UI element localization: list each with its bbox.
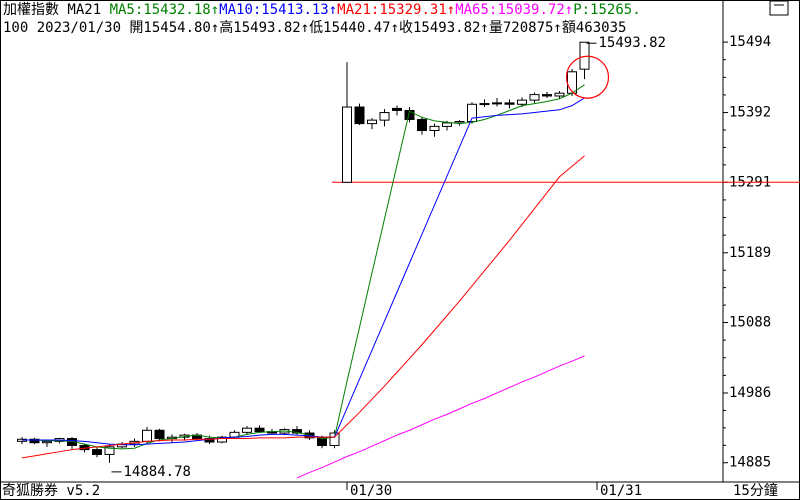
indicator: P:15265. — [573, 2, 640, 18]
candle-body — [542, 94, 552, 97]
ma-line — [21, 155, 585, 459]
candle-body — [492, 102, 502, 105]
y-tick-label: 14986 — [729, 385, 771, 401]
candle-body — [204, 438, 215, 443]
candle-body — [104, 446, 115, 455]
candle-body — [517, 99, 527, 105]
legend-entry: MA21:15329.31↑ — [337, 2, 455, 18]
candle-body — [242, 427, 252, 433]
window-button[interactable] — [769, 0, 789, 16]
ma-line — [296, 355, 585, 479]
candle-body — [329, 432, 340, 446]
candle-body — [254, 427, 265, 433]
candle-body — [467, 103, 477, 123]
annotation: 15493.82 — [599, 35, 666, 51]
brand: 奇狐勝券 v5.2 — [2, 482, 100, 499]
title: 加權指數 MA21 — [3, 2, 110, 18]
candle-body — [354, 106, 365, 125]
annotation: 14884.78 — [124, 464, 191, 480]
y-tick-label: 15088 — [729, 315, 771, 331]
x-tick-label: 01/30 — [350, 483, 392, 499]
candle-body — [42, 440, 52, 444]
y-tick-label: 15392 — [729, 105, 771, 121]
candle-body — [554, 92, 565, 97]
candle-body — [342, 106, 352, 183]
legend-entry: MA10:15413.13↑ — [219, 2, 337, 18]
candle-body — [367, 119, 377, 125]
candle-body — [92, 449, 102, 455]
candle-body — [504, 102, 515, 105]
y-tick-label: 15189 — [729, 245, 771, 261]
candle-body — [154, 429, 165, 440]
plot: 1488514986150881518915291153921549401/30… — [17, 34, 800, 499]
highlight-circle — [565, 55, 610, 99]
candle-body — [429, 125, 440, 132]
header: 加權指數 MA21 MA5:15432.18↑MA10:15413.13↑MA2… — [3, 2, 641, 36]
ma-line — [22, 84, 585, 450]
candle-body — [479, 103, 490, 106]
candle-body — [317, 437, 327, 446]
info-line: 100 2023/01/30 開15454.80↑高15493.82↑低1544… — [3, 19, 626, 36]
candle-body — [404, 109, 415, 120]
candle-body — [217, 436, 227, 443]
candle-body — [142, 429, 152, 442]
candle-body — [379, 112, 390, 121]
legend-entry: MA65:15039.72↑ — [455, 2, 573, 18]
x-tick-label: 01/31 — [600, 483, 642, 499]
header-line: 加權指數 MA21 MA5:15432.18↑MA10:15413.13↑MA2… — [3, 2, 641, 18]
candle-body — [29, 438, 40, 444]
candle-body — [417, 118, 427, 132]
legend-entry: MA5:15432.18↑ — [110, 2, 220, 18]
period: 15分鐘 — [733, 482, 778, 499]
candle-body — [442, 122, 452, 127]
y-tick-label: 15494 — [729, 34, 771, 50]
candle-body — [454, 121, 465, 124]
candle-body — [392, 107, 402, 111]
y-tick-label: 14885 — [729, 455, 771, 471]
candle-body — [567, 71, 577, 94]
candle-body — [529, 94, 540, 101]
candle-body — [292, 429, 302, 434]
